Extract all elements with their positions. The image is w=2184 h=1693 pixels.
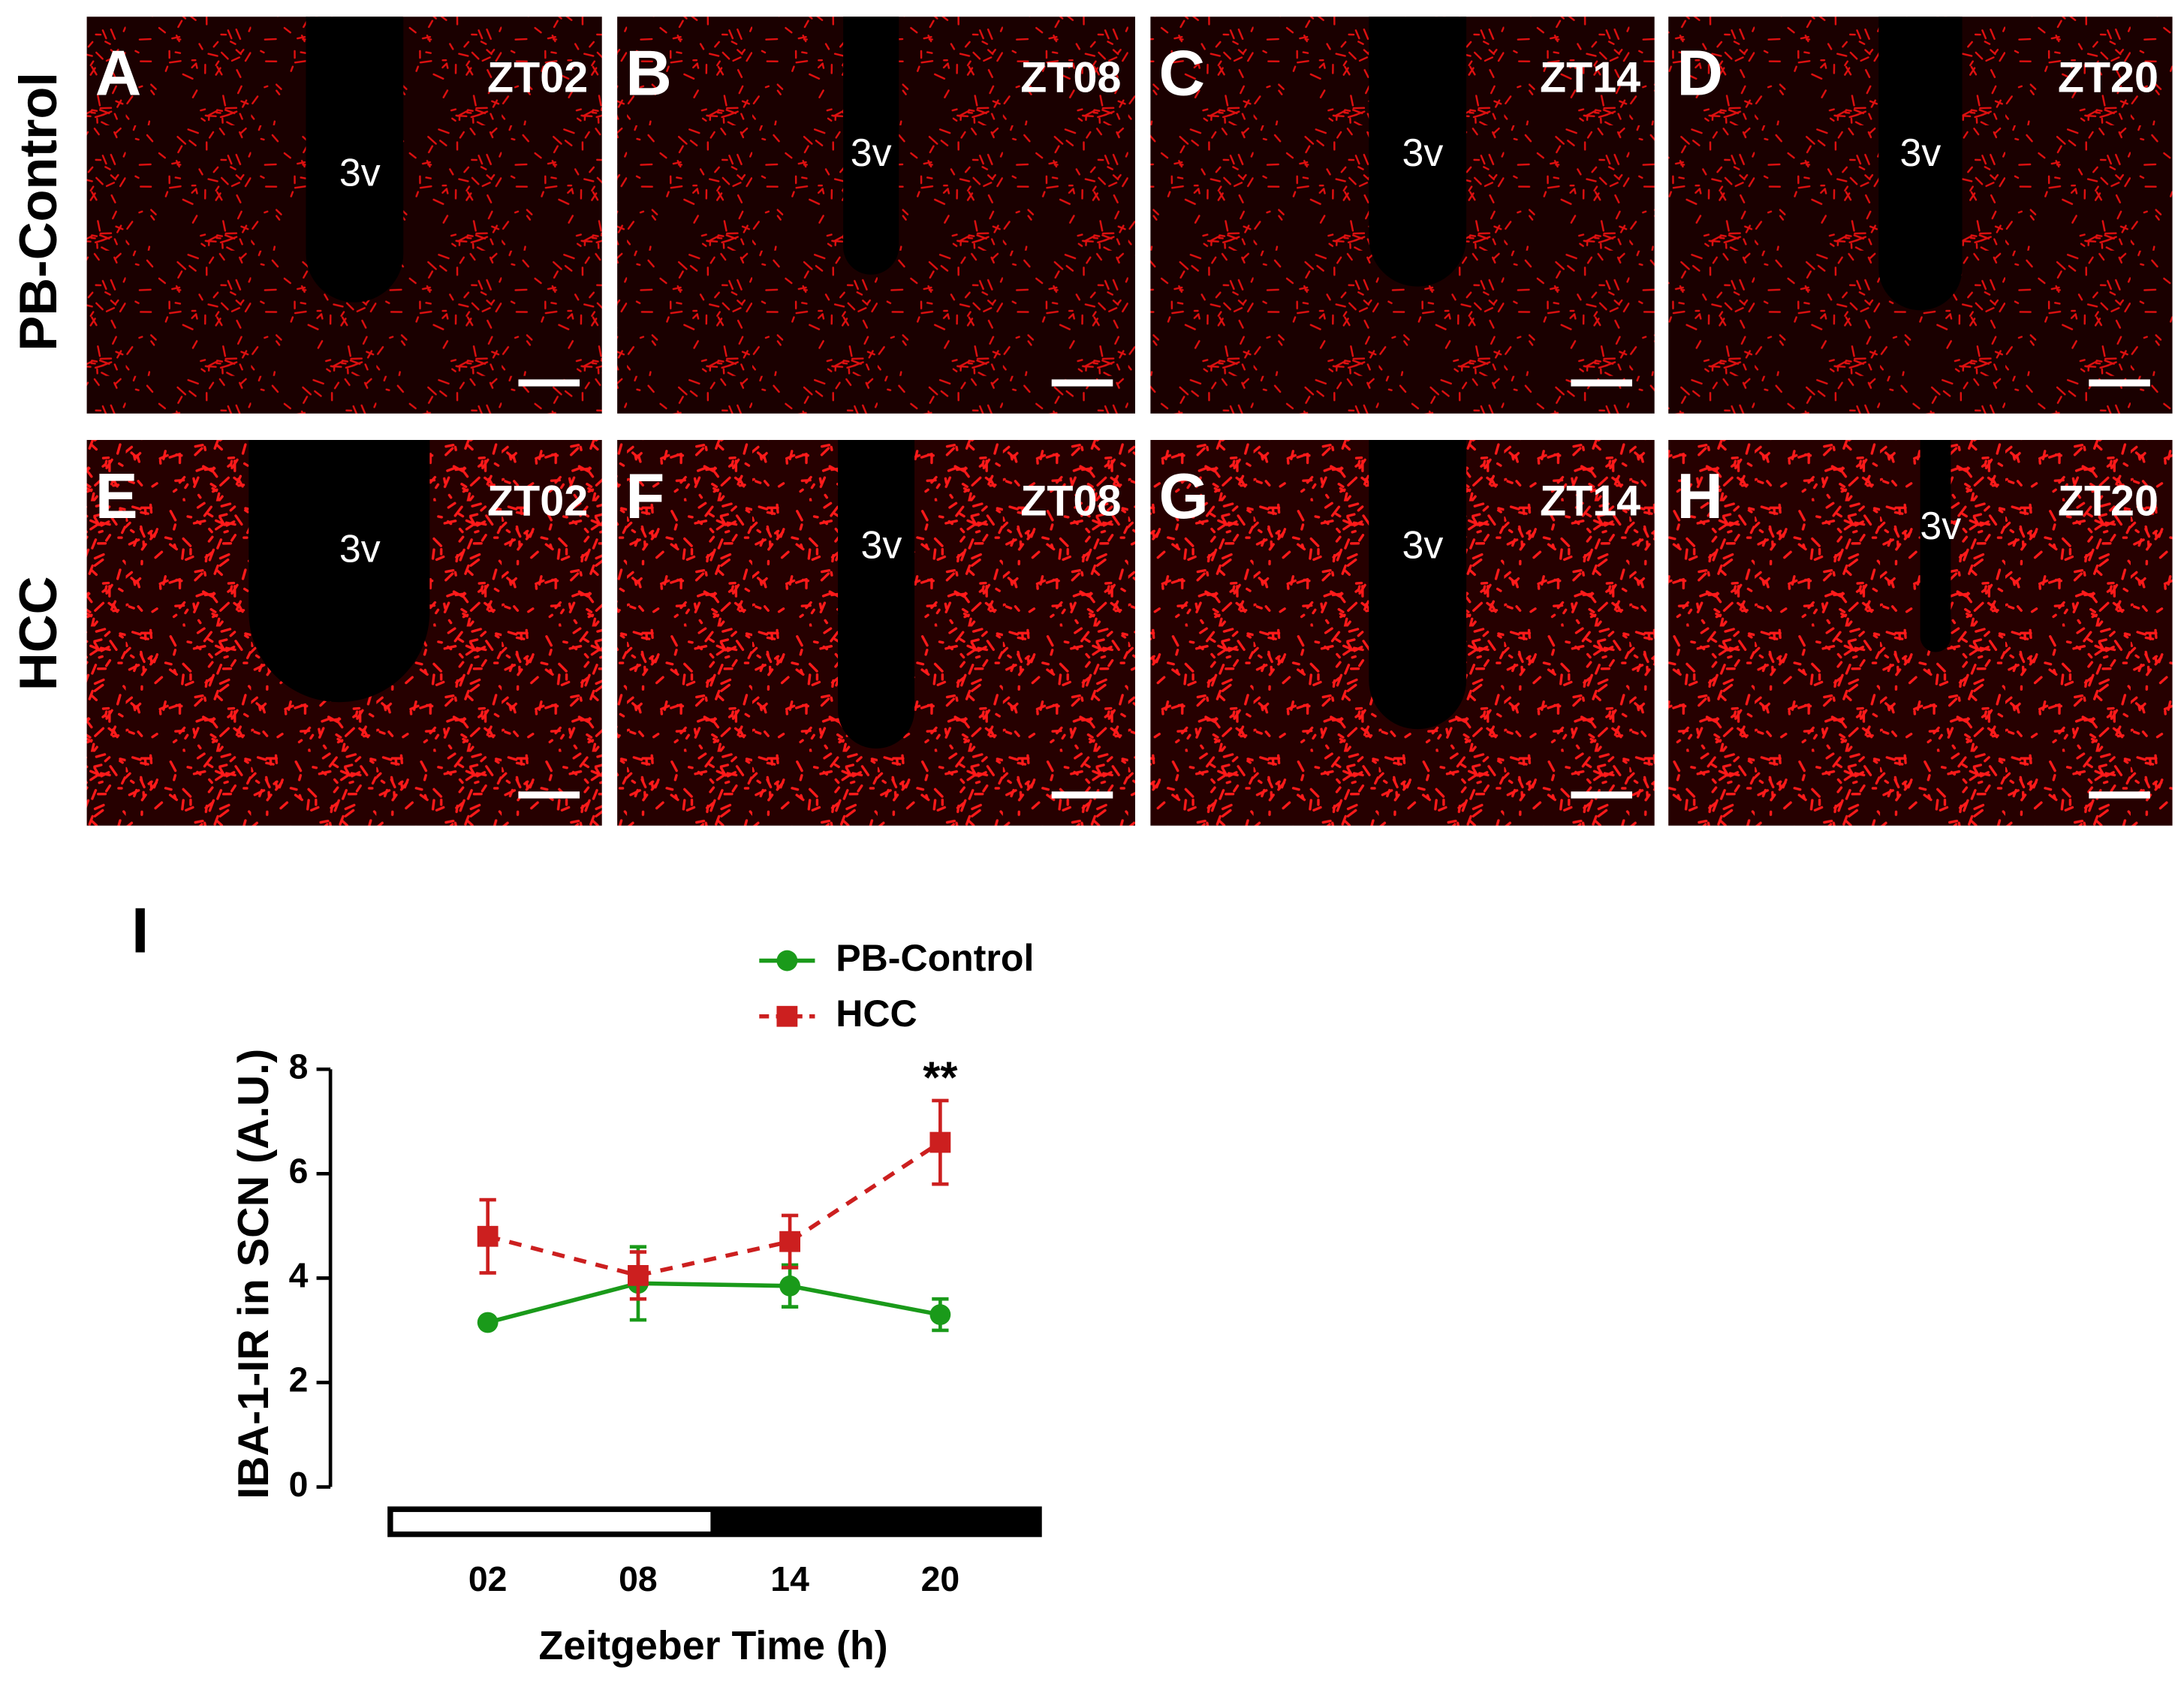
row-label: HCC [8, 576, 68, 691]
panel-letter: G [1159, 461, 1209, 532]
x-tick-label: 08 [619, 1559, 658, 1598]
ventricle [1369, 17, 1467, 287]
micrograph-panel: B ZT08 3v [617, 17, 1135, 414]
legend-label: PB-Control [836, 937, 1034, 979]
data-point [628, 1264, 649, 1286]
legend-marker [776, 1005, 798, 1027]
y-tick-label: 2 [289, 1360, 309, 1399]
panel-letter: E [95, 461, 138, 532]
time-label: ZT20 [2058, 54, 2158, 102]
y-axis-label: IBA-1-IR in SCN (A.U.) [230, 1049, 278, 1499]
time-label: ZT02 [487, 54, 588, 102]
panel-letter: D [1676, 38, 1723, 109]
ventricle [306, 17, 404, 303]
time-label: ZT08 [1020, 54, 1121, 102]
panel-letter: C [1159, 38, 1206, 109]
panel-letter: F [625, 461, 664, 532]
micrographs: A ZT02 3v B ZT08 3v C ZT14 3v D ZT20 3v E ZT02 3v F ZT08… [8, 17, 2173, 826]
panel-letter: H [1676, 461, 1723, 532]
x-tick-label: 14 [770, 1559, 809, 1598]
significance-annotation: ** [923, 1053, 958, 1103]
micrograph-panel: G ZT14 3v [1150, 440, 1655, 826]
series-line [487, 1140, 941, 1278]
x-tick-label: 02 [468, 1559, 508, 1598]
y-tick-label: 0 [289, 1465, 309, 1504]
series-line [487, 1281, 941, 1325]
region-label: 3v [339, 151, 381, 194]
micrograph-panel: A ZT02 3v [86, 17, 602, 414]
region-label: 3v [1402, 131, 1443, 175]
micrograph-panel: E ZT02 3v [86, 440, 602, 826]
time-label: ZT08 [1020, 477, 1121, 525]
ventricle [1369, 440, 1467, 730]
data-point [929, 1131, 951, 1153]
data-point [477, 1312, 499, 1333]
time-label: ZT14 [1540, 54, 1640, 102]
region-label: 3v [1402, 524, 1443, 568]
micrograph-panel: C ZT14 3v [1150, 17, 1655, 414]
region-label: 3v [861, 524, 902, 568]
panel-letter: I [131, 896, 149, 967]
time-label: ZT20 [2058, 477, 2158, 525]
light-phase-bar [393, 1511, 711, 1532]
legend-marker [776, 950, 798, 972]
series: HCC [477, 993, 951, 1301]
data-point [929, 1304, 951, 1325]
panel-letter: A [95, 38, 142, 109]
time-label: ZT02 [487, 477, 588, 525]
ventricle [249, 440, 430, 703]
micrograph-panel: D ZT20 3v [1668, 17, 2173, 414]
row-label: PB-Control [8, 72, 68, 351]
x-axis-label: Zeitgeber Time (h) [539, 1623, 888, 1668]
ventricle [843, 17, 899, 275]
data-point [779, 1231, 800, 1252]
line-chart: I IBA-1-IR in SCN (A.U.) Zeitgeber Time (h… [131, 896, 1042, 1668]
ventricle [1920, 440, 1951, 652]
ventricle [1878, 17, 1963, 311]
data-point [779, 1275, 800, 1297]
y-tick-label: 8 [289, 1047, 309, 1086]
x-tick-label: 20 [921, 1559, 960, 1598]
time-label: ZT14 [1540, 477, 1640, 525]
panel-letter: B [625, 38, 672, 109]
y-tick-label: 6 [289, 1152, 309, 1191]
region-label: 3v [339, 528, 381, 571]
data-point [477, 1225, 499, 1247]
region-label: 3v [1920, 505, 1961, 548]
ventricle [838, 440, 915, 749]
micrograph-panel: F ZT08 3v [617, 440, 1135, 826]
region-label: 3v [851, 131, 892, 175]
micrograph-panel: H ZT20 3v [1668, 440, 2173, 826]
y-tick-label: 4 [289, 1256, 309, 1295]
region-label: 3v [1899, 131, 1941, 175]
legend-label: HCC [836, 993, 917, 1035]
